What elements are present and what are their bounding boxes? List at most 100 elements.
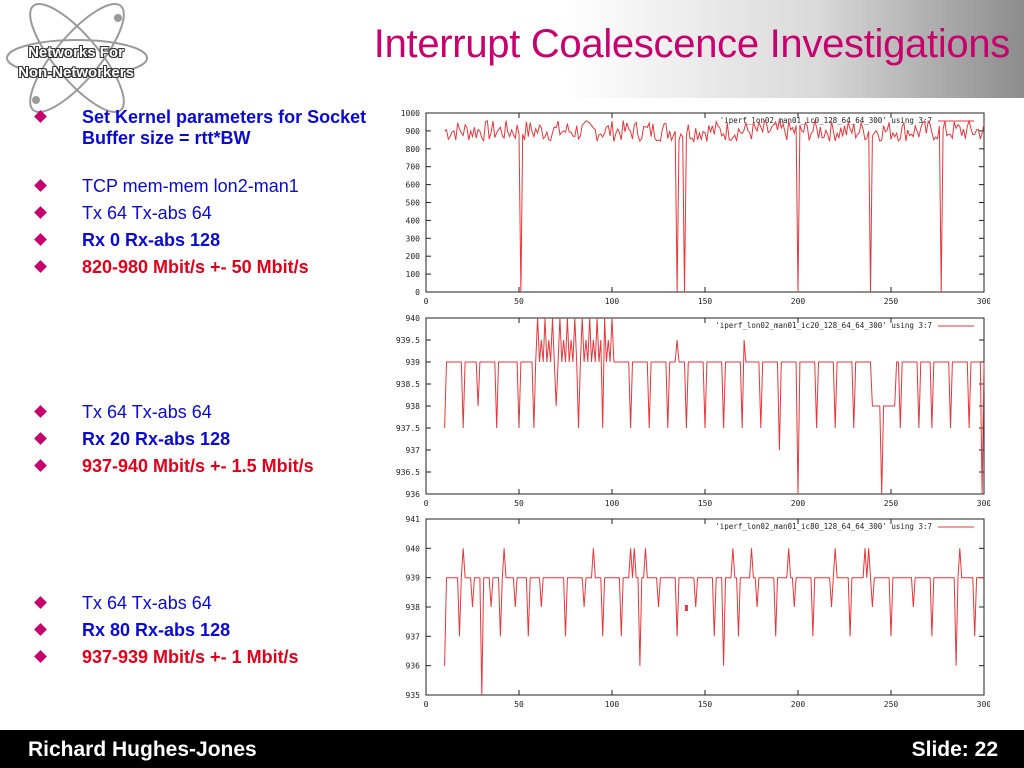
footer-slide-number: Slide: 22 <box>911 738 998 761</box>
x-tick-label: 50 <box>514 700 524 709</box>
throughput-trace <box>444 119 985 293</box>
y-tick-label: 937 <box>406 446 421 455</box>
bullet-text: TCP mem-mem lon2-man1 <box>82 176 299 196</box>
y-tick-label: 938 <box>406 603 421 612</box>
y-tick-label: 400 <box>406 216 421 225</box>
logo-text-line1: Networks For <box>27 43 124 61</box>
x-tick-label: 150 <box>698 297 713 306</box>
plot-frame <box>425 518 985 696</box>
bullet-text: Rx 80 Rx-abs 128 <box>82 620 231 640</box>
y-tick-label: 936 <box>406 662 421 671</box>
x-tick-label: 250 <box>884 700 899 709</box>
x-tick-label: 200 <box>791 499 806 508</box>
logo: Networks For Non-Networkers <box>0 0 160 118</box>
bullet-text: Rx 20 Rx-abs 128 <box>82 429 231 449</box>
x-tick-label: 100 <box>605 499 620 508</box>
x-tick-label: 250 <box>884 499 899 508</box>
diamond-bullet-icon <box>34 179 47 192</box>
title-bar <box>0 0 1024 98</box>
y-tick-label: 0 <box>415 288 420 297</box>
bullet-list-middle: Tx 64 Tx-abs 64 Rx 20 Rx-abs 128 937-940… <box>30 402 390 477</box>
x-tick-label: 300 <box>977 700 990 709</box>
throughput-trace <box>444 317 985 495</box>
y-tick-label: 937.5 <box>396 424 420 433</box>
y-tick-label: 939.5 <box>396 336 420 345</box>
y-tick-label: 500 <box>406 199 421 208</box>
bullet-text: 937-940 Mbit/s +- 1.5 Mbit/s <box>82 456 314 476</box>
bullet-list-bottom: Tx 64 Tx-abs 64 Rx 80 Rx-abs 128 937-939… <box>30 593 390 668</box>
bullet-item: Tx 64 Tx-abs 64 <box>30 593 390 614</box>
y-tick-label: 938.5 <box>396 380 420 389</box>
diamond-bullet-icon <box>34 459 47 472</box>
legend-label: 'iperf_lon02_man01_ic20_128_64_64_300' u… <box>715 321 932 330</box>
y-tick-label: 940 <box>406 544 421 553</box>
y-tick-label: 700 <box>406 163 421 172</box>
bullet-text: 937-939 Mbit/s +- 1 Mbit/s <box>82 647 299 667</box>
plot-frame <box>425 317 985 495</box>
bullet-text: 820-980 Mbit/s +- 50 Mbit/s <box>82 257 309 277</box>
x-tick-label: 0 <box>424 700 429 709</box>
y-tick-label: 1000 <box>401 109 420 118</box>
plot-frame <box>425 112 985 293</box>
diamond-bullet-icon <box>34 432 47 445</box>
diamond-bullet-icon <box>34 260 47 273</box>
data-point <box>684 605 688 611</box>
legend-label: 'iperf_lon02_man01_ic80_128_64_64_300' u… <box>715 522 932 531</box>
diamond-bullet-icon <box>34 206 47 219</box>
diamond-bullet-icon <box>34 233 47 246</box>
y-tick-label: 940 <box>406 314 421 323</box>
y-tick-label: 100 <box>406 270 421 279</box>
bullet-list-top: Set Kernel parameters for Socket Buffer … <box>30 107 390 278</box>
y-tick-label: 941 <box>406 515 421 524</box>
y-tick-label: 900 <box>406 127 421 136</box>
bullet-item: Tx 64 Tx-abs 64 <box>30 203 390 224</box>
logo-text-line2: Non-Networkers <box>17 63 134 81</box>
x-tick-label: 200 <box>791 700 806 709</box>
bullet-item: Rx 80 Rx-abs 128 <box>30 620 390 641</box>
y-tick-label: 939 <box>406 358 421 367</box>
x-tick-label: 50 <box>514 297 524 306</box>
y-tick-label: 937 <box>406 632 421 641</box>
y-tick-label: 600 <box>406 181 421 190</box>
bullet-text: Rx 0 Rx-abs 128 <box>82 230 221 250</box>
throughput-chart-ic20: 936 936.5 937 937.5 938 938.5 939 939.5 940 0 50 10… <box>396 314 990 508</box>
footer-author: Richard Hughes-Jones <box>28 738 257 761</box>
y-tick-label: 939 <box>406 574 421 583</box>
bullet-item: Set Kernel parameters for Socket Buffer … <box>30 107 390 149</box>
x-tick-label: 0 <box>424 297 429 306</box>
y-tick-label: 800 <box>406 145 421 154</box>
y-tick-label: 935 <box>406 691 421 700</box>
x-tick-label: 150 <box>698 499 713 508</box>
bullet-item: Rx 20 Rx-abs 128 <box>30 429 390 450</box>
bullet-item: 937-940 Mbit/s +- 1.5 Mbit/s <box>30 456 390 477</box>
y-tick-label: 200 <box>406 252 421 261</box>
diamond-bullet-icon <box>34 650 47 663</box>
diamond-bullet-icon <box>34 110 47 123</box>
bullet-item: TCP mem-mem lon2-man1 <box>30 176 390 197</box>
diamond-bullet-icon <box>34 623 47 636</box>
footer-bar: Richard Hughes-Jones Slide: 22 <box>0 730 1024 768</box>
x-tick-label: 50 <box>514 499 524 508</box>
bullet-text: Tx 64 Tx-abs 64 <box>82 593 212 613</box>
x-tick-label: 100 <box>605 297 620 306</box>
diamond-bullet-icon <box>34 405 47 418</box>
atom-logo-icon <box>6 3 148 113</box>
bullet-item: 820-980 Mbit/s +- 50 Mbit/s <box>30 257 390 278</box>
x-tick-label: 300 <box>977 499 990 508</box>
throughput-chart-ic80: 935 936 937 938 939 940 941 0 50 100 150 200 250 300 '… <box>406 515 990 709</box>
bullet-item: Rx 0 Rx-abs 128 <box>30 230 390 251</box>
x-tick-label: 150 <box>698 700 713 709</box>
x-tick-label: 250 <box>884 297 899 306</box>
y-tick-label: 936 <box>406 490 421 499</box>
diamond-bullet-icon <box>34 596 47 609</box>
x-tick-label: 0 <box>424 499 429 508</box>
bullet-item: Tx 64 Tx-abs 64 <box>30 402 390 423</box>
throughput-chart-ic0: 0 100 200 300 400 500 600 700 800 900 1000 0 50 100 15… <box>401 109 990 306</box>
throughput-trace <box>444 548 984 696</box>
bullet-text: Tx 64 Tx-abs 64 <box>82 402 212 422</box>
legend-label: 'iperf_lon02_man01_ic0_128_64_64_300' us… <box>720 116 932 125</box>
y-tick-label: 936.5 <box>396 468 420 477</box>
y-tick-label: 938 <box>406 402 421 411</box>
x-tick-label: 100 <box>605 700 620 709</box>
slide-title: Interrupt Coalescence Investigations <box>373 22 1011 66</box>
